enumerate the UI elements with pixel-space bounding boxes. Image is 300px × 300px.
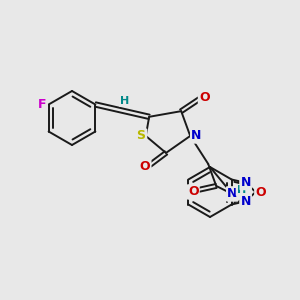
Text: F: F (38, 98, 47, 111)
Text: O: O (140, 160, 150, 173)
Text: H: H (120, 96, 129, 106)
Text: N: N (191, 130, 201, 142)
Text: O: O (199, 91, 209, 104)
Text: S: S (136, 130, 145, 142)
Text: N: N (227, 188, 237, 200)
Text: N: N (241, 176, 251, 189)
Text: F: F (38, 98, 47, 111)
Text: N: N (241, 176, 251, 189)
Text: N: N (241, 195, 251, 208)
Text: O: O (140, 160, 150, 173)
Text: H: H (237, 185, 246, 195)
Text: H: H (120, 96, 129, 106)
Text: S: S (137, 130, 146, 142)
Text: N: N (241, 195, 251, 208)
Text: O: O (199, 91, 209, 104)
Text: O: O (255, 185, 266, 199)
Text: N: N (227, 188, 237, 200)
Text: O: O (188, 185, 199, 199)
Text: O: O (255, 185, 266, 199)
Text: H: H (237, 185, 246, 195)
Text: N: N (191, 130, 201, 142)
Text: O: O (188, 185, 199, 199)
